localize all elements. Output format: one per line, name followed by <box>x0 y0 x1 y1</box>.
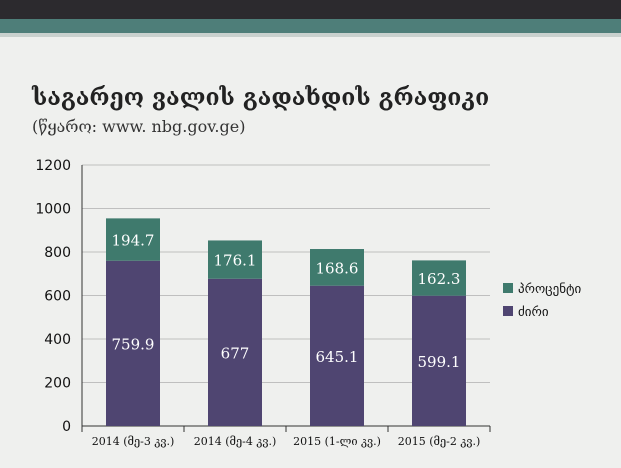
chart-subtitle: (წყარო: www. nbg.gov.ge) <box>32 117 246 136</box>
bar-interest <box>412 260 466 296</box>
data-label-principal: 599.1 <box>418 353 461 371</box>
x-category-label: 2015 (1-ლი კვ.) <box>293 435 381 448</box>
bar-principal <box>310 285 364 426</box>
legend-swatch <box>503 283 513 293</box>
data-labels: 759.9 194.7 677 176.1 645.1 168.6 599.1 162.3 <box>112 232 461 371</box>
data-label-principal: 645.1 <box>316 348 359 366</box>
bar-principal <box>208 278 262 426</box>
y-tick-label: 1000 <box>35 202 71 218</box>
data-label-interest: 176.1 <box>214 252 257 270</box>
data-label-interest: 194.7 <box>112 232 155 250</box>
y-tick-label: 400 <box>44 332 71 348</box>
data-label-principal: 759.9 <box>112 335 155 353</box>
legend-swatch <box>503 306 513 316</box>
y-tick-label: 0 <box>62 419 71 435</box>
bar-principal <box>106 260 160 426</box>
x-category-label: 2014 (მე-4 კვ.) <box>194 435 277 448</box>
axes: 0 200 400 600 800 1000 1200 2014 (მე-3 კვ.) 2014… <box>35 158 491 448</box>
data-label-interest: 168.6 <box>316 259 359 277</box>
chart-title: საგარეო ვალის გადახდის გრაფიკი <box>32 84 490 111</box>
legend-label: პროცენტი <box>518 282 581 297</box>
header-band-teal <box>0 19 621 33</box>
legend-label: ძირი <box>518 305 549 320</box>
y-tick-label: 600 <box>44 289 71 305</box>
y-tick-label: 200 <box>44 376 71 392</box>
data-label-principal: 677 <box>221 344 250 362</box>
bar-interest <box>310 249 364 286</box>
x-category-label: 2015 (მე-2 კვ.) <box>398 435 481 448</box>
bar-principal <box>412 295 466 426</box>
bar-interest <box>106 218 160 261</box>
bar-interest <box>208 240 262 279</box>
y-tick-label: 1200 <box>35 158 71 174</box>
header-band-light <box>0 33 621 37</box>
data-label-interest: 162.3 <box>418 270 461 288</box>
legend: პროცენტი ძირი <box>503 282 581 320</box>
header-band-dark <box>0 0 621 19</box>
bars <box>106 218 466 426</box>
x-category-label: 2014 (მე-3 კვ.) <box>92 435 175 448</box>
y-tick-label: 800 <box>44 245 71 261</box>
